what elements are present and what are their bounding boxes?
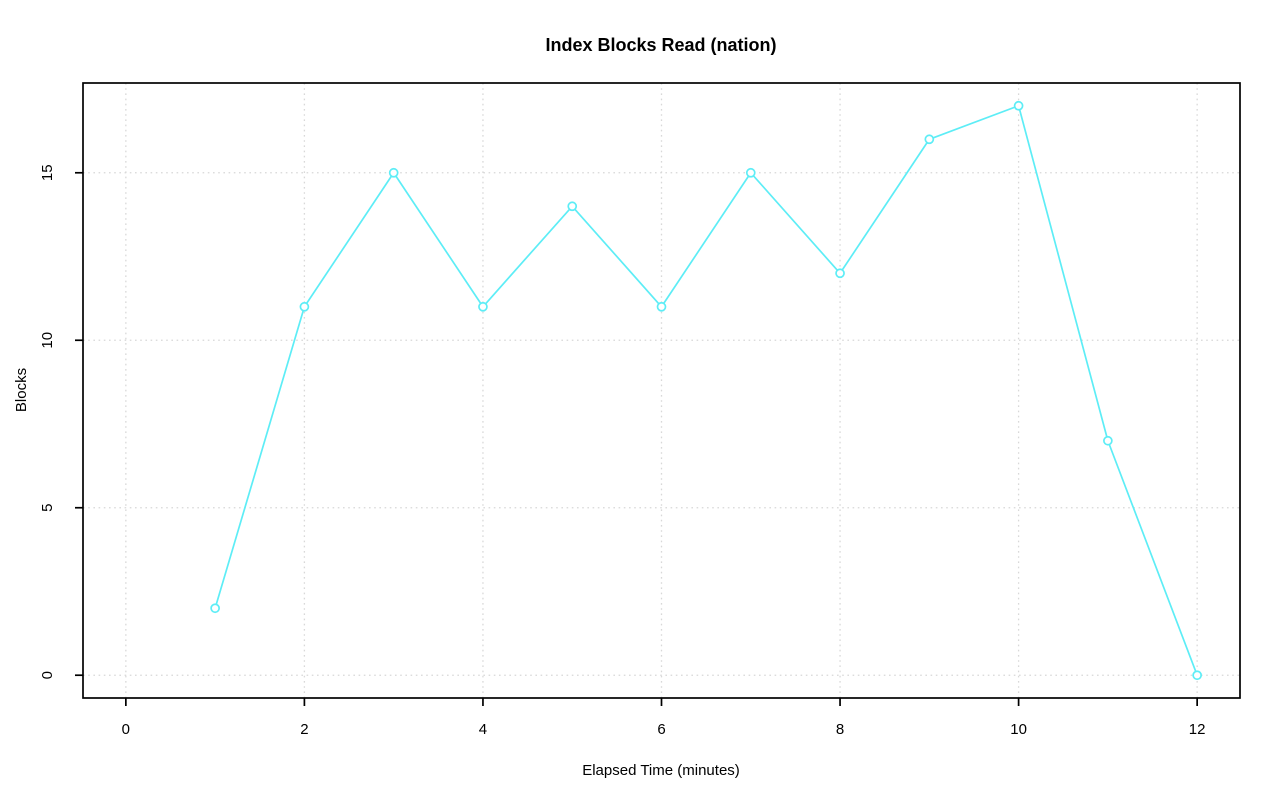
x-tick-label: 2	[300, 721, 308, 738]
data-point	[388, 167, 399, 178]
data-point	[567, 201, 578, 212]
data-point	[745, 167, 756, 178]
y-tick-label: 10	[39, 332, 56, 349]
y-tick-label: 5	[39, 504, 56, 512]
x-tick-label: 10	[1010, 721, 1027, 738]
x-tick-label: 0	[122, 721, 130, 738]
chart-title: Index Blocks Read (nation)	[545, 35, 776, 55]
x-tick-label: 4	[479, 721, 487, 738]
data-point	[1103, 435, 1113, 446]
data-point	[210, 603, 220, 614]
data-point	[299, 301, 310, 312]
data-point	[656, 301, 667, 312]
data-point	[924, 134, 935, 145]
plot-area: 0 2 4 6 8 10 12 0 5 10 15	[39, 82, 1241, 738]
x-tick-label: 8	[836, 721, 844, 738]
x-tick-label: 12	[1189, 721, 1206, 738]
data-point	[478, 301, 488, 312]
data-point	[1192, 670, 1202, 681]
y-tick-label: 0	[39, 671, 56, 679]
x-axis-label: Elapsed Time (minutes)	[582, 762, 740, 779]
y-tick-label: 15	[39, 164, 56, 181]
x-tick-label: 6	[657, 721, 665, 738]
y-axis-label: Blocks	[13, 368, 30, 412]
data-point	[1013, 100, 1024, 111]
series-line	[214, 104, 1198, 677]
data-point	[835, 268, 845, 279]
